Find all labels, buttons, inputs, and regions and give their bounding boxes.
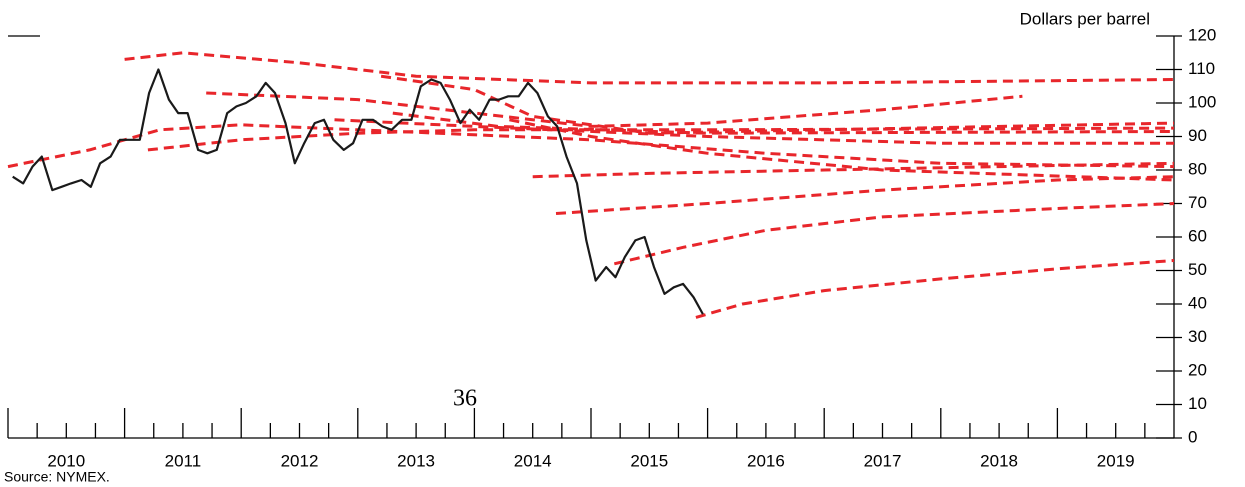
y-tick-label: 90 [1188,126,1207,145]
y-tick-label: 60 [1188,226,1207,245]
futures-curve [334,118,1174,145]
source-note: Source: NYMEX. [4,469,110,485]
x-tick-label: 2015 [630,451,668,470]
x-tick-label: 2014 [514,451,552,470]
y-tick-label: 30 [1188,327,1207,346]
y-tick-label: 0 [1188,427,1197,446]
y-tick-label: 10 [1188,394,1207,413]
y-tick-label: 70 [1188,193,1207,212]
x-tick-label: 2012 [281,451,319,470]
y-tick-label: 110 [1188,59,1215,78]
futures-curve [695,259,1175,319]
futures-curve [392,111,1175,135]
x-tick-label: 2010 [47,451,85,470]
futures-curve [613,202,1175,266]
y-tick-label: 120 [1188,25,1216,44]
y-axis-label: Dollars per barrel [1020,9,1150,28]
futures-curve [509,118,1175,182]
futures-curve [380,74,1175,135]
futures-curve [532,161,1175,179]
x-tick-label: 2016 [747,451,785,470]
x-tick-label: 2011 [165,451,202,470]
y-tick-label: 100 [1188,92,1216,111]
page-number: 36 [453,386,477,412]
y-tick-label: 20 [1188,360,1207,379]
y-tick-label: 80 [1188,159,1207,178]
price-line [12,68,704,315]
x-tick-label: 2018 [980,451,1018,470]
y-tick-label: 50 [1188,260,1207,279]
y-tick-label: 40 [1188,293,1207,312]
futures-curve [206,91,1023,128]
futures-curve [555,175,1175,215]
x-tick-label: 2017 [864,451,902,470]
futures-curve [124,51,1175,85]
x-tick-label: 2019 [1097,451,1135,470]
x-tick-label: 2013 [397,451,435,470]
